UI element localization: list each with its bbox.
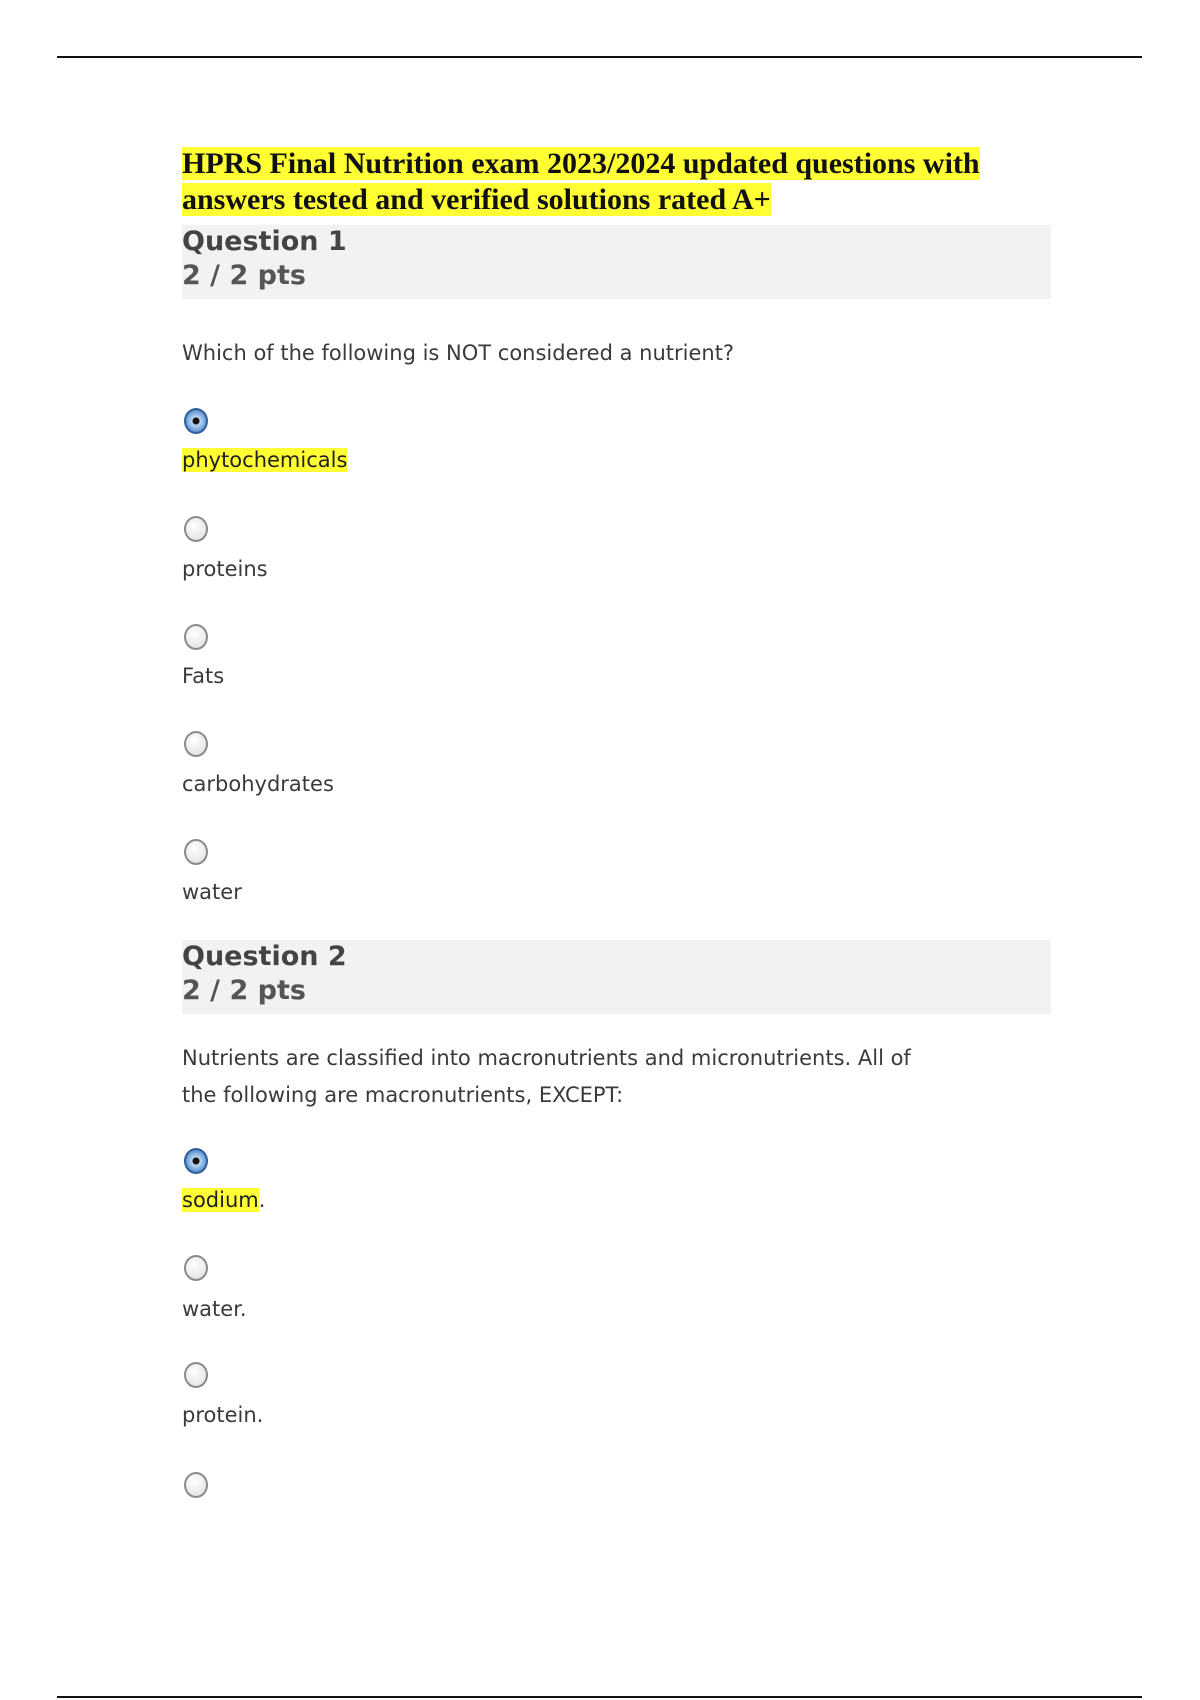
question-points: 2 / 2 pts (182, 260, 306, 291)
question-label: Question 1 (182, 226, 347, 257)
answer-option[interactable]: protein. (182, 1403, 264, 1427)
question-label: Question 2 (182, 941, 347, 972)
answer-option[interactable]: sodium. (182, 1188, 266, 1212)
answer-option[interactable]: water (182, 880, 242, 904)
answer-option[interactable]: proteins (182, 557, 268, 581)
document-title: HPRS Final Nutrition exam 2023/2024 upda… (182, 147, 980, 216)
radio-button[interactable] (184, 839, 208, 865)
radio-button[interactable] (184, 408, 208, 434)
radio-button[interactable] (184, 1255, 208, 1281)
answer-option[interactable]: Fats (182, 664, 225, 688)
top-rule (57, 56, 1142, 58)
radio-button[interactable] (184, 516, 208, 542)
bottom-rule (57, 1696, 1142, 1698)
radio-button[interactable] (184, 731, 208, 757)
radio-button[interactable] (184, 624, 208, 650)
question-1-header: Question 1 2 / 2 pts (182, 225, 1051, 299)
question-points: 2 / 2 pts (182, 975, 306, 1006)
radio-button[interactable] (184, 1362, 208, 1388)
question-2-header: Question 2 2 / 2 pts (182, 940, 1051, 1014)
question-2-text: Nutrients are classified into macronutri… (182, 1046, 911, 1107)
question-1-text: Which of the following is NOT considered… (182, 341, 735, 365)
answer-option[interactable]: phytochemicals (182, 448, 348, 472)
answer-option[interactable]: water. (182, 1297, 247, 1321)
answer-option[interactable]: carbohydrates (182, 772, 334, 796)
radio-button[interactable] (184, 1472, 208, 1498)
radio-button[interactable] (184, 1148, 208, 1174)
